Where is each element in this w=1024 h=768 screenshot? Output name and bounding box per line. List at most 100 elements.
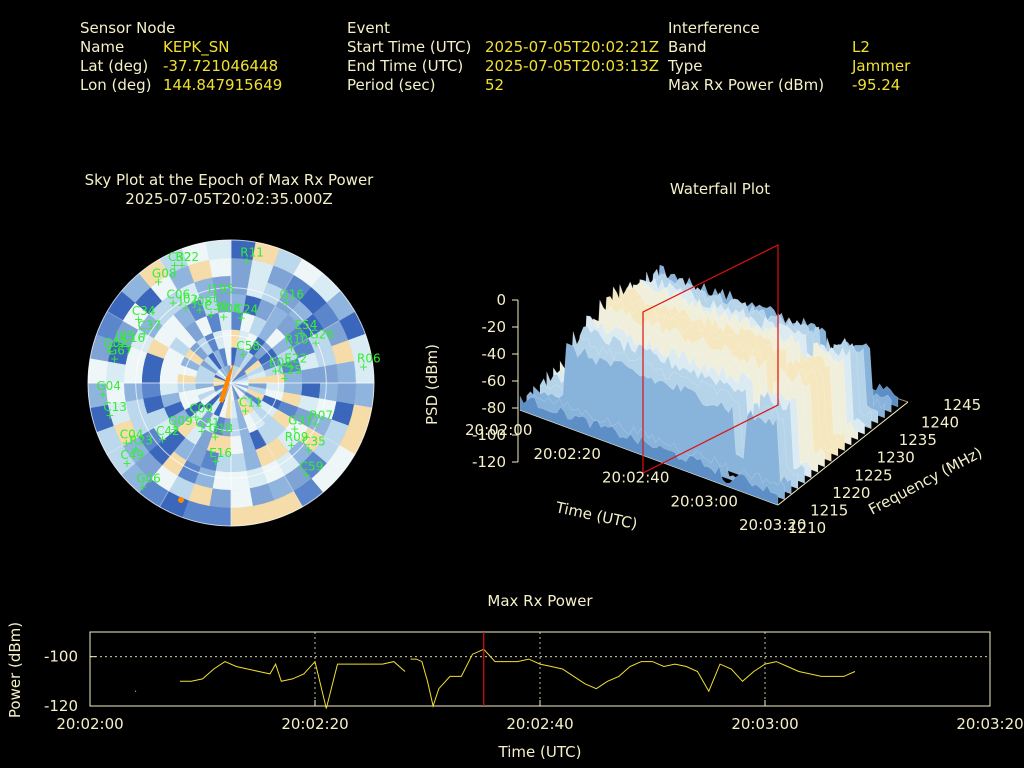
- satellite-label: E16: [209, 446, 232, 460]
- satellite-marker: +: [286, 361, 295, 374]
- mrx-x-tick-label: 20:03:00: [731, 715, 798, 733]
- satellite-marker: +: [290, 423, 299, 436]
- sky-cell: [318, 364, 339, 384]
- satellite-label: C37: [138, 319, 162, 333]
- wf-frequency-tick-label: 1245: [943, 396, 981, 414]
- mrx-x-tick-label: 20:02:40: [506, 715, 573, 733]
- interference-title: Interference: [668, 19, 760, 37]
- max-rx-power-label: Max Rx Power (dBm): [668, 76, 825, 94]
- satellite-label: E22: [284, 352, 307, 366]
- satellite-marker: +: [170, 423, 179, 436]
- satellite-marker: +: [122, 437, 131, 450]
- sensor-node-title: Sensor Node: [80, 19, 176, 37]
- satellite-label: C58: [236, 339, 260, 353]
- wf-psd-tick-label: -100: [472, 426, 506, 444]
- wf-time-tick-label: 20:02:00: [465, 421, 532, 439]
- wf-time-tick-label: 20:03:20: [739, 516, 806, 534]
- lon-label: Lon (deg): [80, 76, 152, 94]
- satellite-label: C06: [166, 287, 190, 301]
- wf-frequency-tick-label: 1215: [810, 501, 848, 519]
- mrx-y-axis-label: Power (dBm): [6, 622, 24, 718]
- satellite-marker: +: [177, 259, 186, 272]
- sky-azimuth-spoke: [230, 311, 356, 384]
- satellite-label: C09: [189, 402, 213, 416]
- satellite-label: G67: [108, 344, 133, 358]
- satellite-marker: +: [304, 443, 313, 456]
- satellite-marker: +: [287, 341, 296, 354]
- satellite-marker: +: [206, 308, 215, 321]
- satellite-marker: +: [158, 433, 167, 446]
- wf-psd-tick-label: 0: [496, 291, 506, 309]
- satellite-marker: +: [211, 431, 220, 444]
- satellite-marker: +: [122, 457, 131, 470]
- mrx-x-tick-label: 20:02:00: [56, 715, 123, 733]
- wf-epoch-plane: [642, 244, 779, 474]
- band-value: L2: [852, 38, 870, 56]
- sky-cell: [123, 382, 144, 402]
- satellite-marker: +: [191, 411, 200, 424]
- satellite-label: C42: [156, 424, 180, 438]
- satellite-label: C24: [235, 302, 259, 316]
- mrx-series-line: [180, 660, 406, 709]
- period-value: 52: [485, 76, 505, 94]
- satellite-marker: +: [287, 439, 296, 452]
- satellite-marker: +: [242, 254, 251, 267]
- wf-psd-axis-label: PSD (dBm): [423, 344, 441, 425]
- wf-psd-tick-label: -120: [472, 453, 506, 471]
- wf-frequency-tick-label: 1230: [877, 449, 915, 467]
- waterfall-title: Waterfall Plot: [669, 180, 771, 198]
- satellite-label: G06: [136, 471, 161, 485]
- satellite-marker: +: [302, 468, 311, 481]
- satellite-label: E02: [269, 356, 292, 370]
- wf-psd-tick-label: -60: [482, 372, 507, 390]
- satellite-marker: +: [105, 345, 114, 358]
- max-rx-power-value: -95.24: [852, 76, 901, 94]
- satellite-marker: +: [238, 348, 247, 361]
- satellite-label: C32: [168, 250, 192, 264]
- wf-frequency-tick-label: 1210: [788, 519, 826, 537]
- satellite-label: R10: [285, 332, 309, 346]
- satellite-label: E54: [295, 318, 318, 332]
- satellite-marker: +: [282, 296, 291, 309]
- satellite-marker: +: [168, 296, 177, 309]
- lon-value: 144.847915649: [163, 76, 283, 94]
- satellite-label: C25: [278, 363, 302, 377]
- start-time-value: 2025-07-05T20:02:21Z: [485, 38, 659, 56]
- sky-plot-title: Sky Plot at the Epoch of Max Rx Power: [84, 171, 374, 189]
- satellite-label: C49: [120, 448, 144, 462]
- mrx-y-tick-label: -120: [44, 697, 78, 715]
- mrx-y-tick-label: -100: [44, 648, 78, 666]
- satellite-label: C11: [239, 396, 263, 410]
- sky-azimuth-spoke: [230, 382, 303, 508]
- wf-frequency-tick-label: 1240: [921, 414, 959, 432]
- satellite-label: R07: [309, 408, 333, 422]
- sky-plot-subtitle: 2025-07-05T20:02:35.000Z: [125, 190, 333, 208]
- satellite-marker: +: [219, 311, 228, 324]
- period-label: Period (sec): [347, 76, 436, 94]
- satellite-label: G18: [209, 422, 234, 436]
- satellite-label: R11: [240, 245, 264, 259]
- satellite-marker: +: [237, 311, 246, 324]
- satellite-marker: +: [181, 301, 190, 314]
- type-label: Type: [668, 57, 703, 75]
- sky-cell: [230, 505, 257, 527]
- satellite-label: I195: [208, 282, 234, 296]
- satellite-label: G04: [96, 379, 121, 393]
- sky-cell: [208, 488, 232, 509]
- satellite-label: C04: [120, 428, 144, 442]
- sky-cell: [208, 257, 232, 278]
- satellite-label: G08: [152, 266, 177, 280]
- lat-value: -37.721046448: [163, 57, 279, 75]
- satellite-label: R06: [357, 352, 381, 366]
- sky-cell: [205, 239, 232, 261]
- satellite-marker: +: [211, 455, 220, 468]
- name-label: Name: [80, 38, 125, 56]
- satellite-marker: +: [195, 303, 204, 316]
- satellite-label: G26: [309, 328, 334, 342]
- wf-frequency-tick-label: 1235: [899, 431, 937, 449]
- satellite-label: C39: [204, 299, 228, 313]
- satellite-marker: +: [210, 291, 219, 304]
- wf-psd-tick-label: -20: [482, 318, 507, 336]
- wf-frequency-tick-label: 1220: [832, 484, 870, 502]
